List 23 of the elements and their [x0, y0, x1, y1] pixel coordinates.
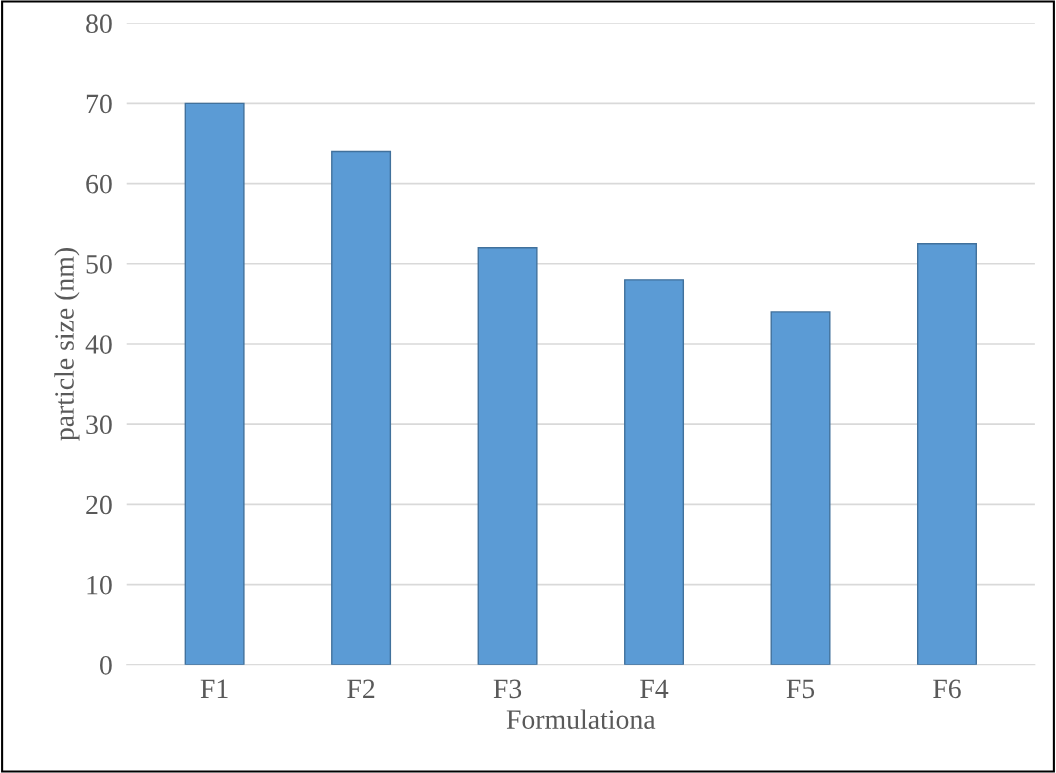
x-tick-label: F4 [640, 679, 669, 698]
y-tick-label: 30 [86, 415, 112, 435]
y-tick-label: 40 [85, 335, 112, 354]
bar [770, 311, 831, 665]
bar [624, 279, 685, 665]
y-tick-label: 70 [86, 94, 112, 114]
bar [331, 150, 392, 665]
y-tick-label: 0 [100, 655, 112, 675]
bar [477, 247, 538, 665]
x-tick-label: F5 [786, 679, 815, 699]
x-tick-label: F1 [200, 679, 228, 698]
y-tick-label: 50 [86, 254, 112, 274]
y-tick-label: 60 [86, 174, 112, 194]
y-tick-label: 10 [87, 575, 112, 595]
y-axis-title: particle size (nm) [54, 248, 80, 441]
x-axis-title: Formulationa [506, 709, 656, 729]
y-tick-label: 80 [86, 14, 112, 34]
y-tick-label: 20 [86, 495, 112, 515]
bar [184, 102, 245, 665]
x-tick-label: F3 [493, 679, 522, 699]
bar [917, 243, 977, 665]
x-tick-label: F6 [933, 679, 961, 699]
x-tick-label: F2 [347, 679, 375, 698]
